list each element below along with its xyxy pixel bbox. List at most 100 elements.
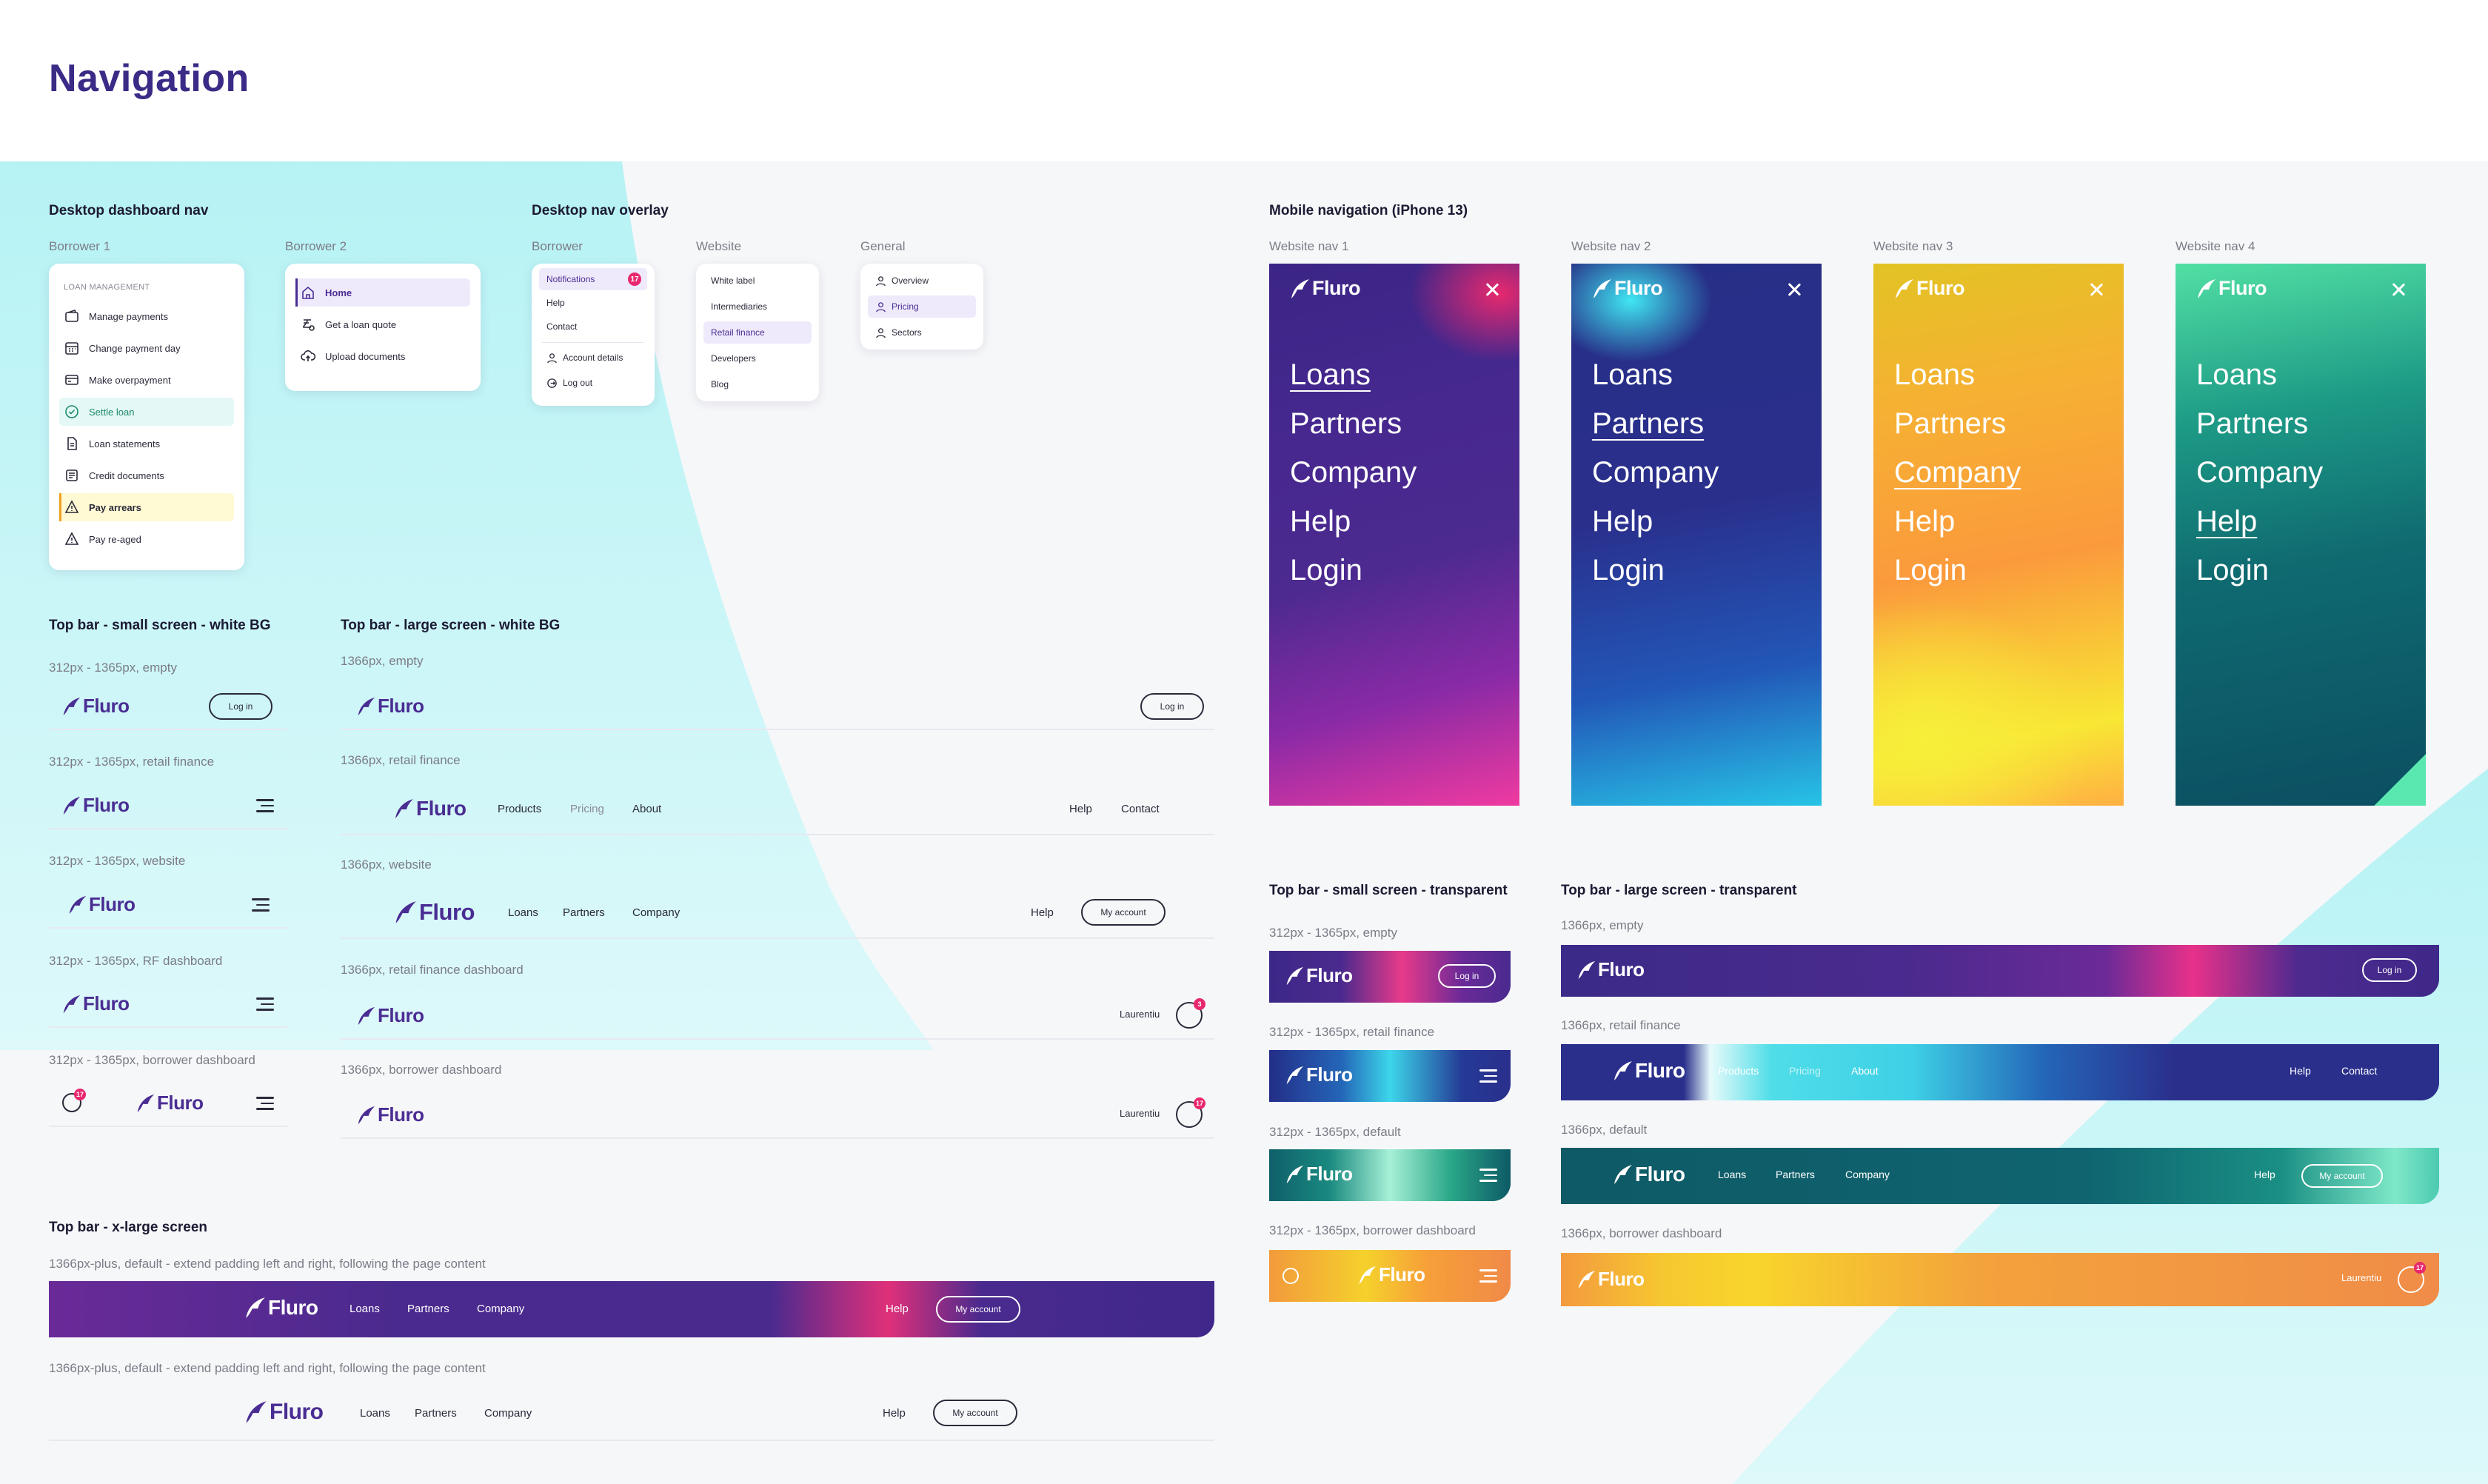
fluro-logo[interactable]: Fluro xyxy=(1288,277,1361,300)
fluro-logo[interactable]: Fluro xyxy=(355,1103,424,1126)
nav-link-partners[interactable]: Partners xyxy=(563,906,605,919)
menu-item-upload-documents[interactable]: Upload documents xyxy=(295,342,470,370)
nav-link-help[interactable]: Help xyxy=(886,1303,909,1315)
menu-item-settle-loan[interactable]: Settle loan xyxy=(59,398,234,426)
mobile-menu-item-login[interactable]: Login xyxy=(2196,554,2269,586)
fluro-logo[interactable]: Fluro xyxy=(1284,964,1353,987)
mobile-menu-item-login[interactable]: Login xyxy=(1290,554,1362,586)
mobile-menu-item-loans[interactable]: Loans xyxy=(1290,358,1371,391)
mobile-menu-item-partners[interactable]: Partners xyxy=(1592,407,1705,440)
overlay-item-white-label[interactable]: White label xyxy=(703,270,812,292)
fluro-logo[interactable]: Fluro xyxy=(1357,1263,1425,1286)
fluro-logo[interactable]: Fluro xyxy=(1284,1163,1353,1186)
login-button[interactable]: Log in xyxy=(2362,958,2417,982)
hamburger-menu-icon[interactable] xyxy=(256,799,274,812)
fluro-logo[interactable]: Fluro xyxy=(355,695,424,718)
nav-link-contact[interactable]: Contact xyxy=(2341,1065,2378,1077)
menu-item-manage-payments[interactable]: Manage payments xyxy=(59,302,234,330)
nav-link-products[interactable]: Products xyxy=(1718,1065,1759,1077)
mobile-menu-item-company[interactable]: Company xyxy=(1592,456,1719,489)
close-icon[interactable] xyxy=(1786,281,1802,298)
nav-link-help[interactable]: Help xyxy=(1069,803,1092,815)
mobile-menu-item-partners[interactable]: Partners xyxy=(2196,407,2309,440)
hamburger-menu-icon[interactable] xyxy=(1479,1169,1497,1182)
nav-link-company[interactable]: Company xyxy=(477,1303,525,1315)
nav-link-pricing[interactable]: Pricing xyxy=(570,803,604,815)
close-icon[interactable] xyxy=(1484,281,1500,298)
overlay-item-log-out[interactable]: Log out xyxy=(539,372,647,394)
hamburger-menu-icon[interactable] xyxy=(256,997,274,1011)
fluro-logo[interactable]: Fluro xyxy=(1576,958,1645,981)
close-icon[interactable] xyxy=(2390,281,2407,298)
fluro-logo[interactable]: Fluro xyxy=(392,797,466,820)
fluro-logo[interactable]: Fluro xyxy=(1591,277,1663,300)
nav-link-help[interactable]: Help xyxy=(2254,1169,2275,1180)
nav-link-partners[interactable]: Partners xyxy=(407,1303,449,1315)
hamburger-menu-icon[interactable] xyxy=(1479,1269,1497,1283)
avatar[interactable] xyxy=(62,1093,81,1112)
overlay-item-account-details[interactable]: Account details xyxy=(539,347,647,369)
menu-item-home[interactable]: Home xyxy=(295,278,470,307)
fluro-logo[interactable]: Fluro xyxy=(61,695,130,718)
mobile-menu-item-help[interactable]: Help xyxy=(1894,505,1956,538)
fluro-logo[interactable]: Fluro xyxy=(392,899,475,926)
nav-link-help[interactable]: Help xyxy=(883,1407,906,1420)
nav-link-help[interactable]: Help xyxy=(1031,906,1054,919)
my-account-button[interactable]: My account xyxy=(2301,1164,2383,1188)
nav-link-loans[interactable]: Loans xyxy=(350,1303,380,1315)
my-account-button[interactable]: My account xyxy=(933,1400,1017,1426)
fluro-logo[interactable]: Fluro xyxy=(1893,277,1965,300)
overlay-item-notifications[interactable]: Notifications 17 xyxy=(539,268,647,290)
fluro-logo[interactable]: Fluro xyxy=(355,1004,424,1027)
overlay-item-sectors[interactable]: Sectors xyxy=(868,321,976,344)
nav-link-company[interactable]: Company xyxy=(1845,1169,1890,1180)
nav-link-loans[interactable]: Loans xyxy=(508,906,538,919)
overlay-item-help[interactable]: Help xyxy=(539,292,647,314)
menu-item-pay-re-aged[interactable]: Pay re-aged xyxy=(59,525,234,553)
avatar[interactable] xyxy=(1176,1002,1203,1029)
fluro-logo[interactable]: Fluro xyxy=(243,1296,318,1320)
mobile-menu-item-partners[interactable]: Partners xyxy=(1290,407,1402,440)
mobile-menu-item-loans[interactable]: Loans xyxy=(1894,358,1975,391)
fluro-logo[interactable]: Fluro xyxy=(243,1400,324,1425)
my-account-button[interactable]: My account xyxy=(936,1296,1020,1323)
overlay-item-blog[interactable]: Blog xyxy=(703,373,812,395)
menu-item-get-quote[interactable]: Get a loan quote xyxy=(295,310,470,338)
nav-link-partners[interactable]: Partners xyxy=(1776,1169,1815,1180)
overlay-item-overview[interactable]: Overview xyxy=(868,270,976,292)
fluro-logo[interactable]: Fluro xyxy=(1611,1059,1685,1083)
overlay-item-pricing[interactable]: Pricing xyxy=(868,295,976,318)
login-button[interactable]: Log in xyxy=(1438,964,1496,988)
login-button[interactable]: Log in xyxy=(209,693,272,720)
menu-item-pay-arrears[interactable]: Pay arrears xyxy=(59,493,234,521)
fluro-logo[interactable]: Fluro xyxy=(1576,1268,1645,1291)
nav-link-company[interactable]: Company xyxy=(632,906,680,919)
hamburger-menu-icon[interactable] xyxy=(1479,1069,1497,1083)
avatar[interactable] xyxy=(2398,1266,2424,1293)
overlay-item-retail-finance[interactable]: Retail finance xyxy=(703,321,812,344)
nav-link-loans[interactable]: Loans xyxy=(1718,1169,1747,1180)
fluro-logo[interactable]: Fluro xyxy=(135,1092,204,1114)
my-account-button[interactable]: My account xyxy=(1081,899,1166,926)
avatar[interactable] xyxy=(1176,1101,1203,1128)
menu-item-loan-statements[interactable]: Loan statements xyxy=(59,430,234,458)
fluro-logo[interactable]: Fluro xyxy=(1611,1163,1685,1186)
fluro-logo[interactable]: Fluro xyxy=(61,992,130,1015)
mobile-menu-item-partners[interactable]: Partners xyxy=(1894,407,2007,440)
mobile-menu-item-help[interactable]: Help xyxy=(1592,505,1653,538)
mobile-menu-item-login[interactable]: Login xyxy=(1894,554,1967,586)
mobile-menu-item-loans[interactable]: Loans xyxy=(2196,358,2277,391)
fluro-logo[interactable]: Fluro xyxy=(67,893,136,916)
nav-link-loans[interactable]: Loans xyxy=(360,1407,390,1420)
nav-link-contact[interactable]: Contact xyxy=(1121,803,1160,815)
login-button[interactable]: Log in xyxy=(1140,693,1204,720)
mobile-menu-item-company[interactable]: Company xyxy=(1894,456,2022,489)
mobile-menu-item-loans[interactable]: Loans xyxy=(1592,358,1673,391)
mobile-menu-item-company[interactable]: Company xyxy=(2196,456,2324,489)
menu-item-credit-documents[interactable]: Credit documents xyxy=(59,461,234,489)
nav-link-about[interactable]: About xyxy=(1851,1065,1879,1077)
fluro-logo[interactable]: Fluro xyxy=(2195,277,2267,300)
nav-link-company[interactable]: Company xyxy=(484,1407,532,1420)
close-icon[interactable] xyxy=(2088,281,2104,298)
nav-link-pricing[interactable]: Pricing xyxy=(1789,1065,1821,1077)
